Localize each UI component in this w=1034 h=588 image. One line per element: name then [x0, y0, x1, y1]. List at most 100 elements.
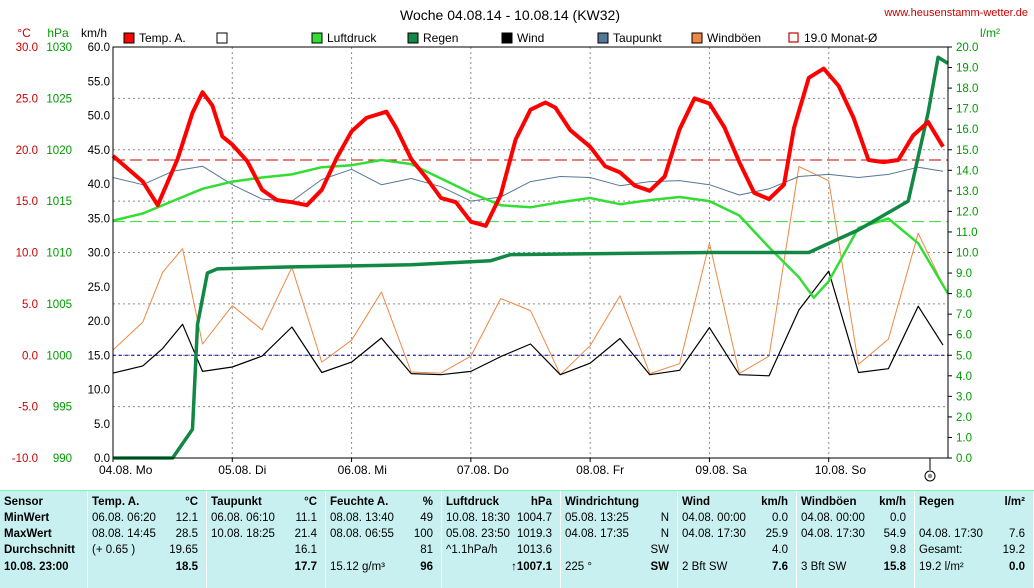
temp-tick-label: 10.0: [16, 248, 38, 260]
weather-chart: Woche 04.08.14 - 10.08.14 (KW32) www.heu…: [12, 7, 1028, 482]
stats-label: 05.08. 23:50: [446, 528, 510, 540]
series-wind: [112, 270, 944, 377]
series-regen: [113, 55, 949, 460]
stats-value: 49: [420, 512, 433, 524]
series-lines: [111, 55, 950, 460]
stats-value: 19.65: [169, 544, 198, 556]
temp-tick-label: 0.0: [22, 350, 38, 362]
stats-col: Luftdruck hPa 10.08. 18:30 1004.7 05.08. 23:…: [442, 491, 561, 588]
rain-tick-label: 7.0: [956, 309, 972, 321]
stats-label: Taupunkt: [211, 496, 262, 508]
now-marker: [924, 458, 936, 482]
stats-label: 08.08. 06:55: [330, 528, 394, 540]
temp-tick-label: 5.0: [22, 299, 38, 311]
legend-swatch: [788, 32, 799, 43]
legend-item: Luftdruck: [311, 31, 377, 45]
stats-value: 0.0: [772, 512, 788, 524]
stats-label: 10.08. 18:30: [446, 512, 510, 524]
stats-label: 04.08. 00:00: [682, 512, 746, 524]
temp-tick-label: 15.0: [16, 196, 38, 208]
stats-value: 4.0: [772, 544, 788, 556]
stats-value: SW: [650, 561, 669, 573]
pressure-tick-label: 1030: [46, 42, 72, 54]
stats-row: 16.1: [211, 542, 321, 558]
legend-item: Windböen: [691, 31, 761, 45]
stats-row: 10.08. 18:30 1004.7: [446, 510, 556, 526]
speed-tick-label: 35.0: [88, 213, 110, 225]
rain-tick-label: 1.0: [956, 432, 972, 444]
stats-value: 25.9: [765, 528, 788, 540]
legend-swatch: [691, 32, 703, 44]
stats-label: 10.08. 18:25: [211, 528, 275, 540]
stats-value: 7.6: [772, 561, 788, 573]
label-sensor: Sensor: [4, 496, 43, 508]
x-tick-label: 05.08. Di: [218, 463, 266, 477]
stats-value: N: [660, 512, 669, 524]
axis-ticks: 30.0 25.0 20.0 15.0 10.0 5.0 0.0 -5.0 -10.0 1030 1…: [12, 42, 979, 477]
stats-row: 04.08. 00:00 0.0: [801, 510, 910, 526]
rain-tick-label: 3.0: [956, 391, 972, 403]
x-tick-label: 10.08. So: [815, 463, 867, 477]
stats-value: 19.2: [1002, 544, 1025, 556]
stats-label: 2 Bft SW: [682, 561, 728, 573]
stats-label: (+ 0.65 ): [92, 544, 136, 556]
stats-label: 04.08. 17:30: [682, 528, 746, 540]
stats-row: 225 ° SW: [565, 559, 673, 575]
stats-row: 9.8: [801, 542, 910, 558]
stats-value: 96: [420, 561, 433, 573]
stats-label: 05.08. 13:25: [565, 512, 629, 524]
legend-item: Regen: [407, 31, 458, 45]
legend-label: Windböen: [707, 31, 761, 45]
x-tick-label: 04.08. Mo: [99, 463, 153, 477]
stats-row: 04.08. 00:00 0.0: [682, 510, 792, 526]
stats-row: Luftdruck hPa: [446, 494, 556, 510]
stats-label: 08.08. 13:40: [330, 512, 394, 524]
stats-row: Wind km/h: [682, 494, 792, 510]
temp-tick-label: -5.0: [18, 402, 38, 414]
temp-tick-label: -10.0: [12, 453, 38, 465]
stats-col: Windböen km/h 04.08. 00:00 0.0 04.08. 17:30 5…: [797, 491, 915, 588]
stats-row: 19.2 l/m² 0.0: [919, 559, 1029, 575]
rain-tick-label: 6.0: [956, 330, 972, 342]
stats-row: Regen l/m²: [919, 494, 1029, 510]
stats-label: 04.08. 17:30: [919, 528, 983, 540]
stats-value: ↑1007.1: [511, 561, 552, 573]
pressure-tick-label: 995: [53, 402, 72, 414]
speed-tick-label: 25.0: [88, 282, 110, 294]
temp-tick-label: 20.0: [16, 145, 38, 157]
stats-row: 3 Bft SW 15.8: [801, 559, 910, 575]
speed-tick-label: 45.0: [88, 145, 110, 157]
label-max: MaxWert: [4, 528, 52, 540]
rain-tick-label: 4.0: [956, 371, 972, 383]
stats-value: 11.1: [295, 512, 317, 524]
x-tick-label: 07.08. Do: [457, 463, 509, 477]
stats-value: km/h: [761, 496, 788, 508]
rain-tick-label: 16.0: [956, 124, 978, 136]
stats-row: 04.08. 17:30 54.9: [801, 526, 910, 542]
stats-row: 04.08. 17:35 N: [565, 526, 673, 542]
rain-tick-label: 19.0: [956, 63, 978, 75]
speed-tick-label: 15.0: [88, 350, 110, 362]
pressure-tick-label: 1015: [46, 196, 72, 208]
rain-unit: l/m²: [980, 26, 1000, 40]
stats-row: 17.7: [211, 559, 321, 575]
rain-tick-label: 5.0: [956, 350, 972, 362]
stats-row: 08.08. 14:45 28.5: [92, 526, 202, 542]
pressure-tick-label: 1005: [46, 299, 72, 311]
pressure-tick-label: 1010: [46, 248, 72, 260]
stats-label: 04.08. 17:35: [565, 528, 629, 540]
rain-tick-label: 0.0: [956, 453, 972, 465]
speed-tick-label: 5.0: [94, 419, 110, 431]
stats-row: Gesamt: 19.2: [919, 542, 1029, 558]
stats-value: l/m²: [1004, 496, 1025, 508]
rain-tick-label: 12.0: [956, 206, 978, 218]
stats-label: Luftdruck: [446, 496, 500, 508]
legend-swatch: [123, 32, 135, 44]
x-tick-label: 09.08. Sa: [695, 463, 747, 477]
stats-value: °C: [304, 496, 317, 508]
legend-item: [216, 32, 228, 44]
stats-row: (+ 0.65 ) 19.65: [92, 542, 202, 558]
temp-tick-label: 25.0: [16, 93, 38, 105]
stats-label: Feuchte A.: [330, 496, 389, 508]
legend-swatch: [407, 32, 419, 44]
